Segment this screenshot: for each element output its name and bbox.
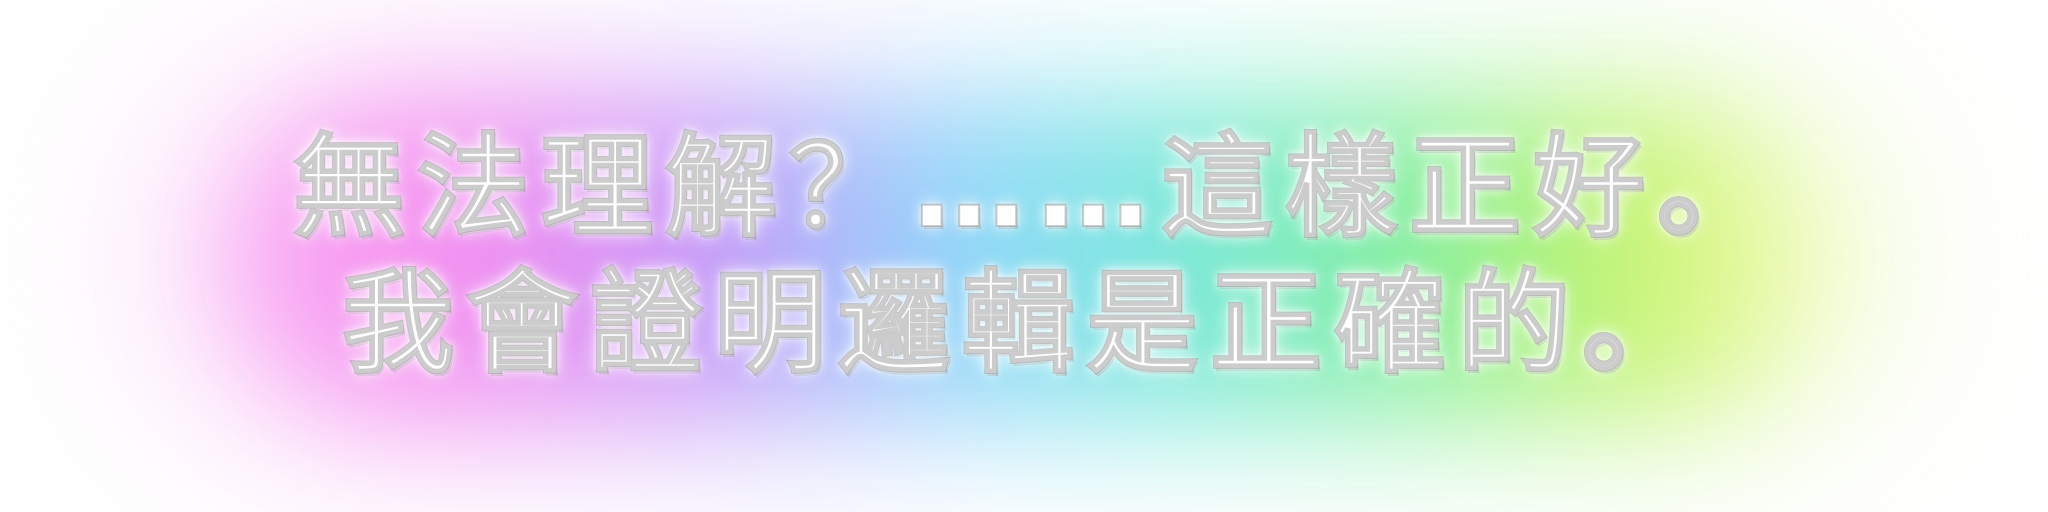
rainbow-glow	[230, 110, 1820, 410]
caption-line-2: 我會證明邏輯是正確的。	[341, 259, 1706, 389]
caption-line-1: 無法理解？……這樣正好。	[292, 123, 1781, 253]
